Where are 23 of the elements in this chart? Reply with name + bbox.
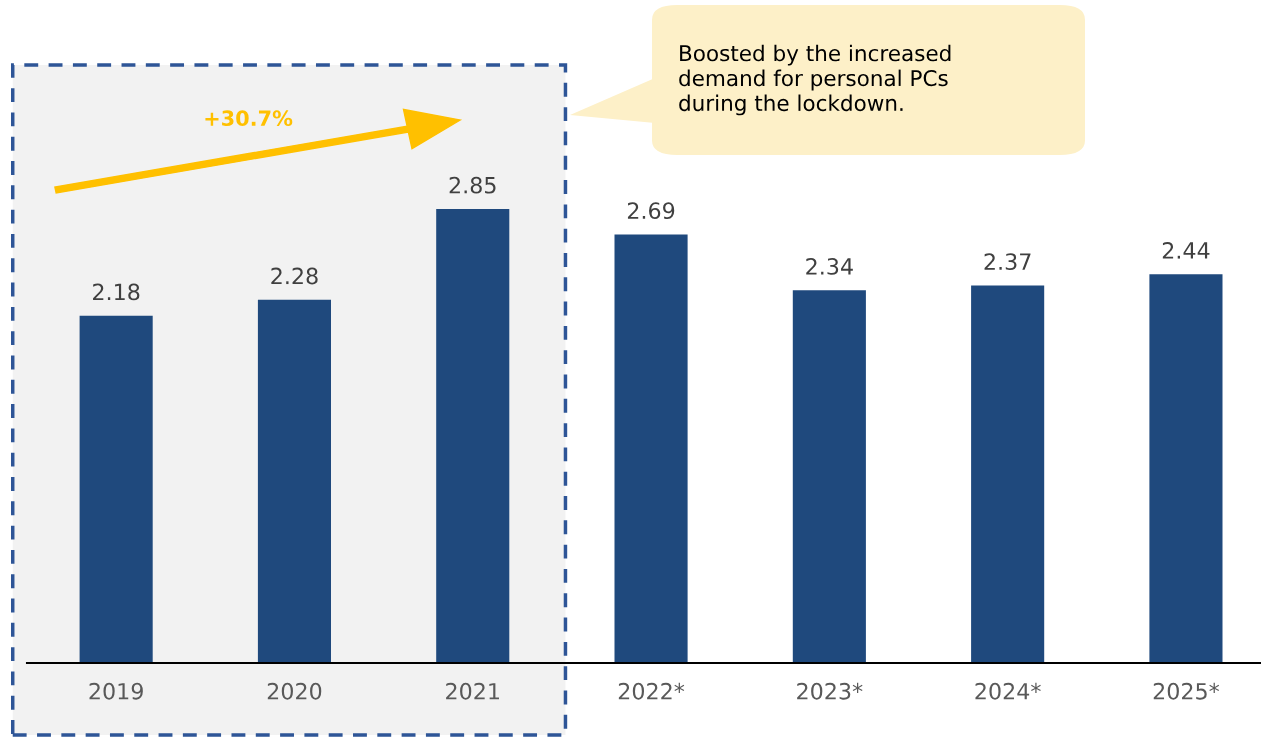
text: Boosted by the increased demand for personal PCs during the lockdown.: [679, 44, 951, 116]
data-label: 2.18: [93, 283, 140, 301]
data-label: 2.69: [627, 202, 675, 220]
x-tick-label: 2022*: [618, 682, 685, 700]
data-label: 2.28: [271, 267, 318, 285]
text: +30.7%: [205, 110, 293, 127]
bar: [971, 285, 1045, 663]
data-label: 2.34: [806, 258, 853, 275]
bar: [436, 209, 510, 663]
x-tick-label: 2020: [267, 682, 322, 700]
bar: [1149, 274, 1223, 663]
x-tick-label: 2024*: [975, 682, 1041, 700]
bar: [614, 234, 688, 663]
x-tick-label: 2025*: [1153, 682, 1220, 700]
data-label: 2.85: [449, 176, 496, 194]
x-tick-label: 2023*: [797, 682, 863, 700]
x-tick-label: 2021: [446, 682, 499, 700]
data-label: 2.44: [1162, 242, 1210, 259]
x-tick-label: 2019: [89, 682, 143, 700]
data-label: 2.37: [984, 253, 1031, 271]
bar: [792, 290, 866, 663]
bar: [79, 315, 153, 663]
bar: [257, 299, 331, 663]
